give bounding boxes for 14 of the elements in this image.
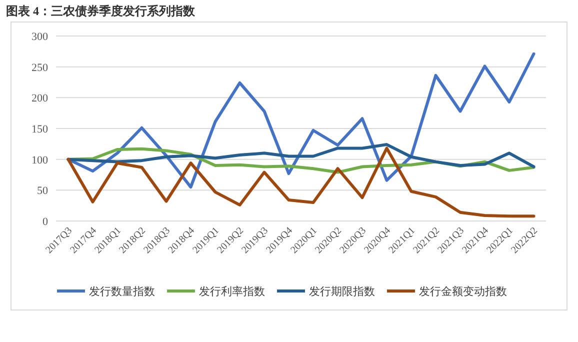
legend-label: 发行期限指数 — [309, 286, 375, 298]
y-tick-label: 100 — [32, 154, 48, 166]
y-tick-label: 250 — [32, 62, 48, 74]
y-tick-label: 0 — [42, 216, 48, 228]
y-tick-label: 50 — [37, 185, 48, 198]
line-series — [66, 146, 536, 218]
line-series — [66, 143, 536, 168]
y-tick-label: 300 — [32, 31, 48, 43]
y-tick-label: 150 — [32, 124, 48, 136]
chart-title: 图表 4：三农债券季度发行系列指数 — [6, 4, 196, 18]
legend-label: 发行金额变动指数 — [419, 285, 507, 298]
legend-label: 发行利率指数 — [199, 285, 265, 298]
y-tick-label: 200 — [32, 92, 48, 105]
legend-label: 发行数量指数 — [89, 286, 155, 298]
